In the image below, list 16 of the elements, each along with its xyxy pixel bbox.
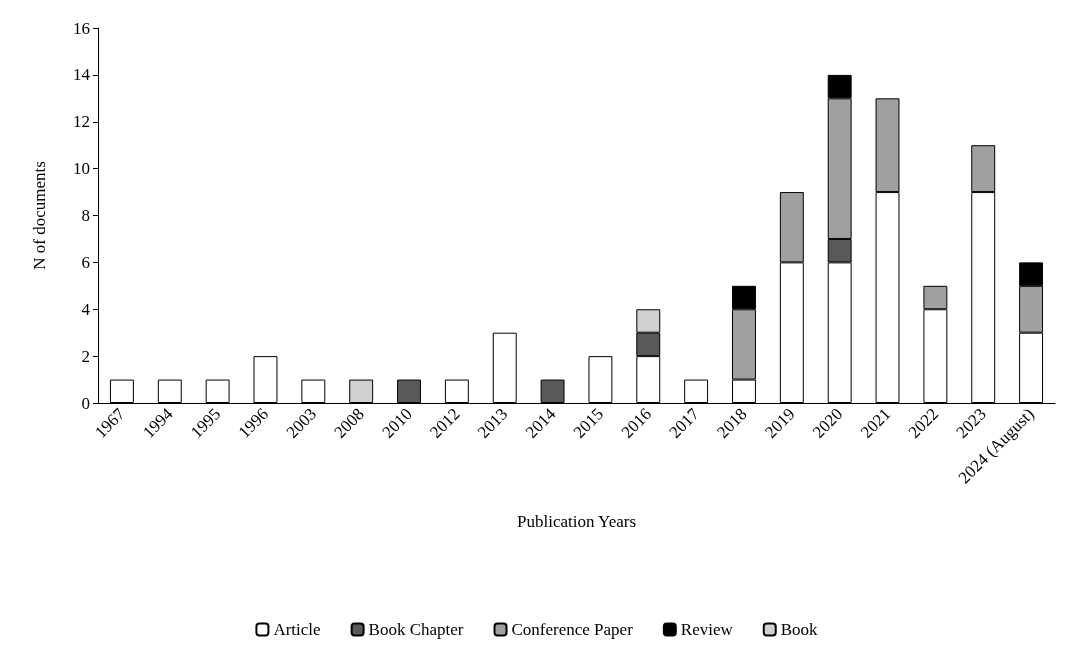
y-tick-label: 16 bbox=[73, 18, 90, 38]
y-tick-label: 4 bbox=[81, 299, 91, 319]
y-tick-label: 8 bbox=[81, 206, 90, 225]
y-axis-title: N of documents bbox=[30, 161, 49, 270]
legend-label: Article bbox=[273, 620, 321, 639]
y-tick-label: 14 bbox=[73, 65, 91, 85]
y-tick-label: 0 bbox=[81, 393, 90, 413]
legend-label: Book bbox=[780, 620, 819, 639]
legend-label: Review bbox=[680, 620, 734, 639]
legend-label: Book Chapter bbox=[368, 620, 464, 639]
y-tick-label: 12 bbox=[73, 112, 90, 132]
x-axis-title: Publication Years bbox=[517, 512, 636, 531]
y-tick-label: 10 bbox=[73, 159, 90, 179]
y-tick-label: 2 bbox=[81, 346, 90, 366]
legend-label: Conference Paper bbox=[511, 620, 634, 639]
y-tick-label: 6 bbox=[81, 252, 90, 272]
